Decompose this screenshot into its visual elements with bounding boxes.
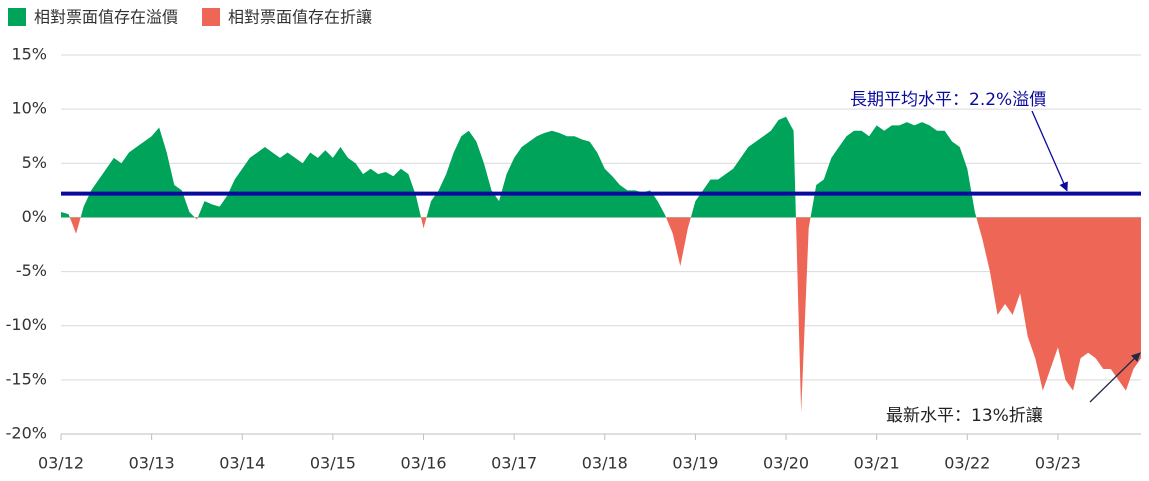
x-tick-label: 03/17 bbox=[491, 454, 537, 473]
annotation: 長期平均水平：2.2%溢價 bbox=[850, 90, 1046, 110]
x-tick-label: 03/19 bbox=[672, 454, 718, 473]
y-tick-label: 10% bbox=[11, 99, 47, 118]
annotation-arrow bbox=[1031, 110, 1068, 192]
x-tick-label: 03/23 bbox=[1035, 454, 1081, 473]
x-tick-label: 03/15 bbox=[310, 454, 356, 473]
x-tick-label: 03/16 bbox=[400, 454, 446, 473]
legend-swatch bbox=[8, 8, 26, 26]
legend-swatch bbox=[202, 8, 221, 26]
x-tick-label: 03/14 bbox=[219, 454, 265, 473]
y-tick-label: -10% bbox=[6, 315, 47, 334]
area bbox=[61, 116, 1141, 413]
y-tick-label: -5% bbox=[16, 261, 47, 280]
y-tick-label: -15% bbox=[6, 369, 47, 388]
y-tick-label: 0% bbox=[22, 207, 47, 226]
legend-label: 相對票面值存在折讓 bbox=[228, 8, 372, 27]
x-tick-label: 03/13 bbox=[129, 454, 175, 473]
y-tick-label: -20% bbox=[6, 424, 47, 443]
annotation: 最新水平：13%折讓 bbox=[886, 405, 1043, 426]
y-tick-label: 15% bbox=[11, 45, 47, 64]
legend-label: 相對票面值存在溢價 bbox=[34, 8, 178, 27]
x-tick-label: 03/21 bbox=[854, 454, 900, 473]
x-tick-label: 03/22 bbox=[944, 454, 990, 473]
y-tick-label: 5% bbox=[22, 153, 47, 172]
x-tick-label: 03/20 bbox=[763, 454, 809, 473]
annotation-arrow bbox=[1089, 352, 1141, 403]
x-tick-label: 03/12 bbox=[38, 454, 84, 473]
x-tick-label: 03/18 bbox=[582, 454, 628, 473]
